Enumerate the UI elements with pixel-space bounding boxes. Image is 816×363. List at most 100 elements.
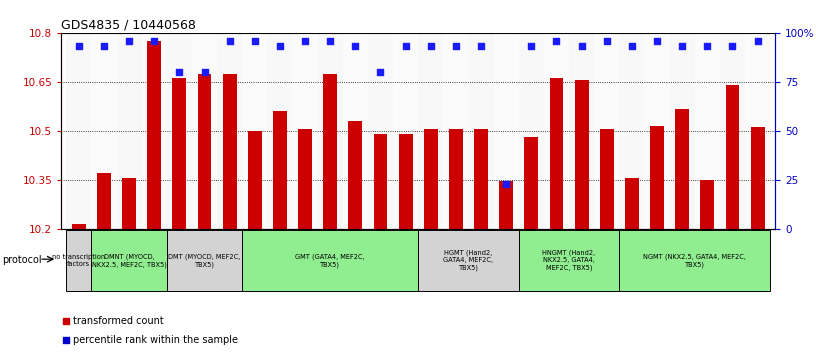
Bar	[166, 33, 192, 229]
Point	[399, 44, 412, 49]
Point	[424, 44, 437, 49]
Bar	[268, 33, 292, 229]
Point	[676, 44, 689, 49]
Bar	[670, 33, 694, 229]
Bar	[242, 230, 418, 291]
Point	[60, 318, 73, 324]
Bar	[393, 33, 418, 229]
Bar	[166, 230, 242, 291]
Point	[625, 44, 638, 49]
Bar	[72, 224, 86, 229]
Text: no transcription
factors: no transcription factors	[52, 254, 105, 267]
Point	[97, 44, 110, 49]
Bar	[273, 111, 287, 229]
Bar	[343, 33, 368, 229]
Bar	[192, 33, 217, 229]
Point	[148, 38, 161, 44]
Bar	[368, 33, 393, 229]
Bar	[242, 33, 268, 229]
Bar	[66, 230, 91, 291]
Bar	[494, 33, 519, 229]
Point	[122, 38, 135, 44]
Bar	[97, 173, 111, 229]
Bar	[519, 33, 544, 229]
Text: transformed count: transformed count	[73, 316, 164, 326]
Bar	[298, 129, 312, 229]
Point	[198, 69, 211, 75]
Bar	[374, 134, 388, 229]
Bar	[399, 134, 413, 229]
Bar	[348, 121, 362, 229]
Bar	[91, 230, 166, 291]
Bar	[468, 33, 494, 229]
Bar	[66, 33, 91, 229]
Bar	[720, 33, 745, 229]
Point	[248, 38, 261, 44]
Text: GDS4835 / 10440568: GDS4835 / 10440568	[61, 19, 196, 32]
Point	[601, 38, 614, 44]
Bar	[594, 33, 619, 229]
Text: protocol: protocol	[2, 254, 42, 265]
Bar	[600, 129, 614, 229]
Point	[223, 38, 236, 44]
Bar	[449, 129, 463, 229]
Point	[650, 38, 663, 44]
Bar	[619, 33, 645, 229]
Bar	[569, 33, 594, 229]
Point	[726, 44, 739, 49]
Point	[575, 44, 588, 49]
Point	[701, 44, 714, 49]
Point	[525, 44, 538, 49]
Bar	[525, 137, 539, 229]
Point	[299, 38, 312, 44]
Bar	[499, 181, 513, 229]
Point	[550, 38, 563, 44]
Point	[173, 69, 186, 75]
Bar	[223, 73, 237, 229]
Point	[751, 38, 764, 44]
Bar	[248, 131, 262, 229]
Bar	[544, 33, 569, 229]
Bar	[519, 230, 619, 291]
Bar	[474, 129, 488, 229]
Point	[499, 181, 512, 187]
Bar	[645, 33, 670, 229]
Text: GMT (GATA4, MEF2C,
TBX5): GMT (GATA4, MEF2C, TBX5)	[295, 253, 365, 268]
Bar	[745, 33, 770, 229]
Point	[273, 44, 286, 49]
Bar	[694, 33, 720, 229]
Point	[324, 38, 337, 44]
Point	[73, 44, 86, 49]
Text: HNGMT (Hand2,
NKX2.5, GATA4,
MEF2C, TBX5): HNGMT (Hand2, NKX2.5, GATA4, MEF2C, TBX5…	[543, 249, 596, 272]
Bar	[676, 110, 689, 229]
Bar	[197, 73, 211, 229]
Text: percentile rank within the sample: percentile rank within the sample	[73, 335, 238, 345]
Bar	[172, 78, 186, 229]
Bar	[117, 33, 142, 229]
Bar	[625, 178, 639, 229]
Point	[450, 44, 463, 49]
Text: HGMT (Hand2,
GATA4, MEF2C,
TBX5): HGMT (Hand2, GATA4, MEF2C, TBX5)	[443, 249, 494, 272]
Text: NGMT (NKX2.5, GATA4, MEF2C,
TBX5): NGMT (NKX2.5, GATA4, MEF2C, TBX5)	[643, 253, 746, 268]
Bar	[122, 178, 136, 229]
Bar	[292, 33, 317, 229]
Bar	[700, 180, 714, 229]
Bar	[91, 33, 117, 229]
Point	[60, 337, 73, 343]
Bar	[751, 127, 765, 229]
Text: DMNT (MYOCD,
NKX2.5, MEF2C, TBX5): DMNT (MYOCD, NKX2.5, MEF2C, TBX5)	[91, 253, 166, 268]
Bar	[424, 129, 437, 229]
Bar	[148, 41, 161, 229]
Text: DMT (MYOCD, MEF2C,
TBX5): DMT (MYOCD, MEF2C, TBX5)	[168, 253, 241, 268]
Bar	[549, 78, 563, 229]
Bar	[443, 33, 468, 229]
Point	[475, 44, 488, 49]
Bar	[418, 33, 443, 229]
Bar	[142, 33, 166, 229]
Bar	[418, 230, 519, 291]
Point	[374, 69, 387, 75]
Bar	[323, 73, 337, 229]
Bar	[650, 126, 664, 229]
Bar	[574, 80, 588, 229]
Point	[348, 44, 361, 49]
